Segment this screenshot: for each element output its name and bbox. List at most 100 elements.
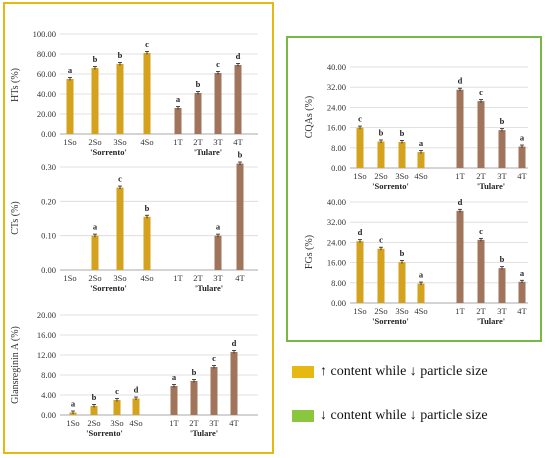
x-tick-label: 1So bbox=[63, 137, 76, 147]
legend-swatch-yellow bbox=[292, 366, 314, 378]
x-tick-label: 3T bbox=[497, 171, 507, 181]
significance-letter: a bbox=[520, 268, 525, 278]
y-tick-label: 32.00 bbox=[327, 82, 346, 92]
x-tick-label: 2T bbox=[476, 171, 486, 181]
bar bbox=[116, 187, 124, 270]
group-label: 'Sorrento' bbox=[90, 147, 127, 157]
x-tick-label: 4So bbox=[414, 171, 427, 181]
x-tick-label: 2T bbox=[193, 273, 203, 283]
x-tick-label: 1So bbox=[353, 171, 366, 181]
significance-letter: d bbox=[458, 197, 463, 207]
bar bbox=[417, 152, 425, 168]
group-label: 'Tulare' bbox=[190, 428, 218, 438]
y-tick-label: 24.00 bbox=[327, 237, 346, 247]
bar bbox=[143, 216, 151, 270]
y-tick-label: 24.00 bbox=[327, 102, 346, 112]
bar bbox=[210, 367, 218, 415]
y-tick-label: 8.00 bbox=[331, 278, 346, 288]
bar bbox=[518, 146, 526, 168]
significance-letter: a bbox=[520, 133, 525, 143]
significance-letter: a bbox=[419, 138, 424, 148]
x-tick-label: 1T bbox=[173, 137, 183, 147]
group-label: 'Tulare' bbox=[195, 283, 223, 293]
bar bbox=[456, 89, 464, 168]
y-tick-label: 12.00 bbox=[37, 350, 56, 360]
bar bbox=[174, 108, 182, 134]
significance-letter: a bbox=[71, 399, 76, 409]
y-axis-label: CQAs (%) bbox=[304, 96, 315, 139]
y-tick-label: 16.00 bbox=[37, 330, 56, 340]
significance-letter: b bbox=[118, 50, 123, 60]
x-tick-label: 3So bbox=[395, 171, 408, 181]
x-tick-label: 4So bbox=[140, 273, 153, 283]
x-tick-label: 4T bbox=[229, 418, 239, 428]
legend-item-decrease: ↓ content while ↓ particle size bbox=[292, 408, 488, 424]
y-axis-label: CTs (%) bbox=[10, 201, 21, 234]
significance-letter: a bbox=[419, 270, 424, 280]
x-tick-label: 1T bbox=[455, 306, 465, 316]
significance-letter: a bbox=[176, 94, 181, 104]
x-tick-label: 1T bbox=[173, 273, 183, 283]
green-panel-frame bbox=[286, 36, 542, 342]
bar bbox=[214, 73, 222, 134]
bar bbox=[66, 79, 74, 134]
significance-letter: b bbox=[400, 248, 405, 258]
significance-letter: c bbox=[212, 353, 216, 363]
bar bbox=[477, 101, 485, 168]
bar bbox=[518, 281, 526, 303]
y-tick-label: 20.00 bbox=[37, 310, 56, 320]
bar bbox=[377, 141, 385, 168]
group-label: 'Sorrento' bbox=[372, 316, 409, 326]
y-tick-label: 0.20 bbox=[41, 196, 56, 206]
x-tick-label: 2T bbox=[189, 418, 199, 428]
significance-letter: b bbox=[93, 54, 98, 64]
significance-letter: c bbox=[358, 114, 362, 124]
significance-letter: b bbox=[192, 367, 197, 377]
x-tick-label: 3So bbox=[113, 137, 126, 147]
bar bbox=[230, 352, 238, 415]
x-tick-label: 4T bbox=[517, 306, 527, 316]
bar bbox=[356, 241, 364, 303]
y-tick-label: 0.10 bbox=[41, 231, 56, 241]
significance-letter: c bbox=[379, 235, 383, 245]
bar bbox=[90, 406, 98, 415]
x-tick-label: 4So bbox=[129, 418, 142, 428]
bar bbox=[498, 268, 506, 303]
bar bbox=[170, 386, 178, 415]
significance-letter: d bbox=[458, 76, 463, 86]
significance-letter: b bbox=[196, 79, 201, 89]
y-tick-label: 0.00 bbox=[331, 163, 346, 173]
legend-label-increase: ↑ content while ↓ particle size bbox=[320, 364, 488, 379]
x-tick-label: 3T bbox=[209, 418, 219, 428]
group-label: 'Sorrento' bbox=[86, 428, 123, 438]
y-tick-label: 40.00 bbox=[327, 62, 346, 72]
significance-letter: c bbox=[145, 39, 149, 49]
significance-letter: a bbox=[172, 372, 177, 382]
bar bbox=[377, 248, 385, 303]
bar bbox=[398, 262, 406, 303]
significance-letter: a bbox=[68, 65, 73, 75]
significance-letter: c bbox=[479, 87, 483, 97]
x-tick-label: 1T bbox=[455, 171, 465, 181]
significance-letter: b bbox=[238, 150, 243, 160]
x-tick-label: 3So bbox=[113, 273, 126, 283]
significance-letter: b bbox=[500, 116, 505, 126]
y-tick-label: 60.00 bbox=[37, 69, 56, 79]
significance-letter: d bbox=[134, 385, 139, 395]
bar bbox=[417, 283, 425, 303]
x-tick-label: 4T bbox=[235, 273, 245, 283]
group-label: 'Sorrento' bbox=[372, 181, 409, 191]
y-axis-label: HTs (%) bbox=[10, 68, 21, 102]
significance-letter: c bbox=[115, 386, 119, 396]
bar bbox=[113, 400, 121, 415]
significance-letter: a bbox=[93, 222, 98, 232]
bar bbox=[498, 130, 506, 168]
x-tick-label: 4T bbox=[233, 137, 243, 147]
y-tick-label: 80.00 bbox=[37, 49, 56, 59]
bar bbox=[477, 239, 485, 303]
significance-letter: d bbox=[232, 338, 237, 348]
group-label: 'Tulare' bbox=[477, 316, 505, 326]
significance-letter: d bbox=[236, 51, 241, 61]
